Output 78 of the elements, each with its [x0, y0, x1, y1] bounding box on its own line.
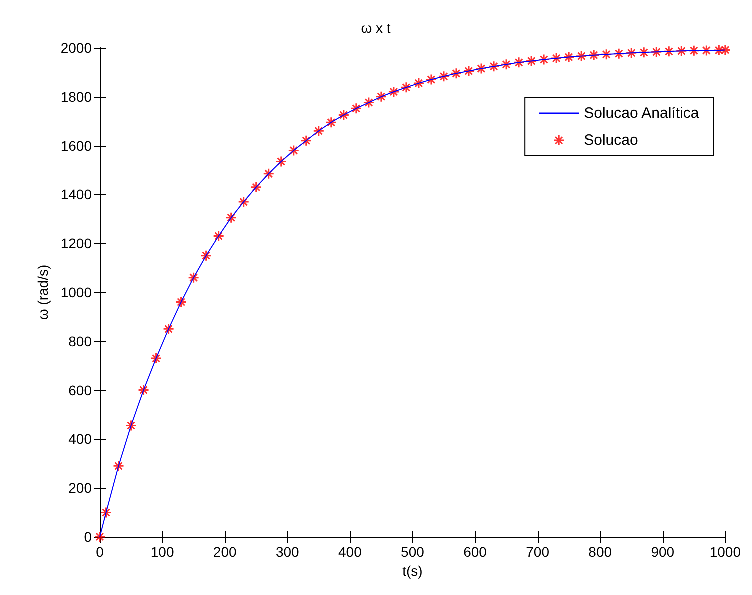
point [288, 144, 300, 156]
point [700, 44, 712, 56]
point [313, 125, 325, 137]
x-tick-label: 200 [213, 544, 237, 560]
point [526, 55, 538, 67]
x-tick-label: 600 [464, 544, 488, 560]
point [638, 46, 650, 58]
legend-label: Solucao Analítica [584, 105, 700, 122]
point [600, 48, 612, 60]
x-axis-title: t(s) [402, 562, 423, 579]
y-tick-label: 2000 [60, 40, 92, 56]
legend-label: Solucao [584, 132, 638, 149]
point [413, 78, 425, 90]
point [438, 70, 450, 82]
point [150, 352, 162, 364]
point [126, 420, 138, 432]
point [563, 52, 575, 64]
point [238, 196, 250, 208]
point [376, 91, 388, 103]
x-tick-label: 800 [588, 544, 612, 560]
x-tick-label: 1000 [710, 544, 742, 560]
point [400, 82, 412, 94]
point [163, 323, 175, 335]
y-tick-label: 1000 [60, 284, 92, 300]
x-tick-label: 500 [401, 544, 425, 560]
x-tick-label: 100 [150, 544, 174, 560]
point [213, 230, 225, 242]
point [450, 68, 462, 80]
x-tick-label: 700 [526, 544, 550, 560]
point [188, 272, 200, 284]
point [300, 135, 312, 147]
point [326, 116, 338, 128]
y-tick-label: 1600 [60, 138, 92, 154]
point [650, 46, 662, 58]
point [138, 384, 150, 396]
point [626, 47, 638, 59]
point [713, 44, 725, 56]
y-tick-label: 1800 [60, 88, 92, 105]
point [513, 56, 525, 68]
point [100, 507, 112, 519]
point [613, 48, 625, 60]
point [250, 182, 262, 194]
point [463, 65, 475, 77]
point [588, 50, 600, 62]
point [550, 52, 562, 64]
y-tick-label: 800 [68, 333, 92, 350]
point [476, 63, 488, 75]
point [200, 250, 212, 262]
chart-title: ω x t [361, 20, 391, 36]
y-tick-label: 600 [68, 382, 92, 398]
point [338, 109, 350, 121]
point [388, 86, 400, 98]
y-tick-label: 200 [68, 480, 92, 496]
point [676, 45, 688, 57]
point [363, 97, 375, 109]
y-tick-label: 0 [84, 529, 92, 545]
point [720, 44, 732, 56]
x-tick-label: 900 [651, 544, 675, 560]
x-tick-label: 300 [276, 544, 300, 560]
point [263, 168, 275, 180]
y-axis-title: ω (rad/s) [34, 264, 51, 320]
point [350, 102, 362, 114]
point [500, 58, 512, 70]
x-tick-label: 0 [96, 544, 104, 560]
point [426, 74, 438, 86]
point [176, 296, 188, 308]
point [688, 45, 700, 57]
y-tick-label: 400 [68, 431, 92, 448]
point [538, 54, 550, 66]
point [576, 50, 588, 62]
y-tick-label: 1400 [60, 186, 92, 203]
point [113, 460, 125, 472]
point [663, 46, 675, 58]
point [488, 60, 500, 72]
y-tick-label: 1200 [60, 236, 92, 252]
x-tick-label: 400 [338, 544, 362, 560]
point [226, 212, 238, 224]
point [276, 156, 288, 168]
